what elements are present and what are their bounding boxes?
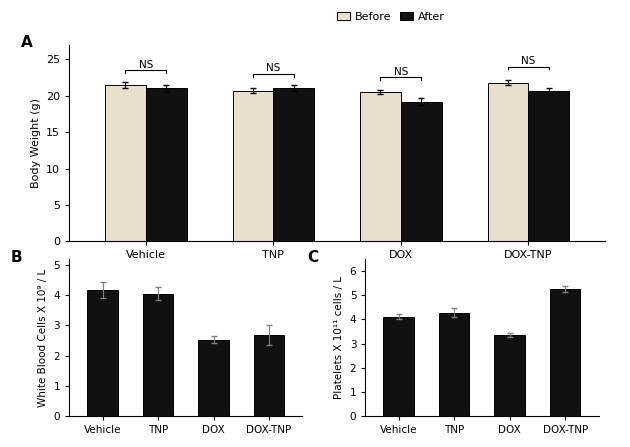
Text: NS: NS <box>139 60 153 70</box>
Bar <box>254 335 284 416</box>
Bar <box>495 335 525 416</box>
Text: NS: NS <box>266 63 280 73</box>
Bar <box>360 92 401 241</box>
Legend: Before, After: Before, After <box>332 8 449 27</box>
Bar <box>384 316 414 416</box>
Bar <box>88 290 118 416</box>
Y-axis label: Platelets X 10¹¹ cells / L: Platelets X 10¹¹ cells / L <box>334 276 344 399</box>
Bar <box>529 91 569 241</box>
Bar <box>143 294 173 416</box>
Bar <box>488 83 529 241</box>
Bar <box>273 89 314 241</box>
Bar <box>401 101 442 241</box>
Bar <box>232 91 273 241</box>
Text: C: C <box>307 250 318 265</box>
Y-axis label: Body Weight (g): Body Weight (g) <box>31 98 40 188</box>
Text: B: B <box>11 250 23 265</box>
Y-axis label: White Blood Cells X 10⁹ / L: White Blood Cells X 10⁹ / L <box>38 268 48 407</box>
Bar <box>550 289 580 416</box>
Bar <box>439 313 469 416</box>
Bar <box>198 340 229 416</box>
Text: NS: NS <box>394 67 408 77</box>
Text: A: A <box>21 35 33 50</box>
Bar <box>146 89 186 241</box>
Text: NS: NS <box>521 56 536 66</box>
Bar <box>105 85 146 241</box>
